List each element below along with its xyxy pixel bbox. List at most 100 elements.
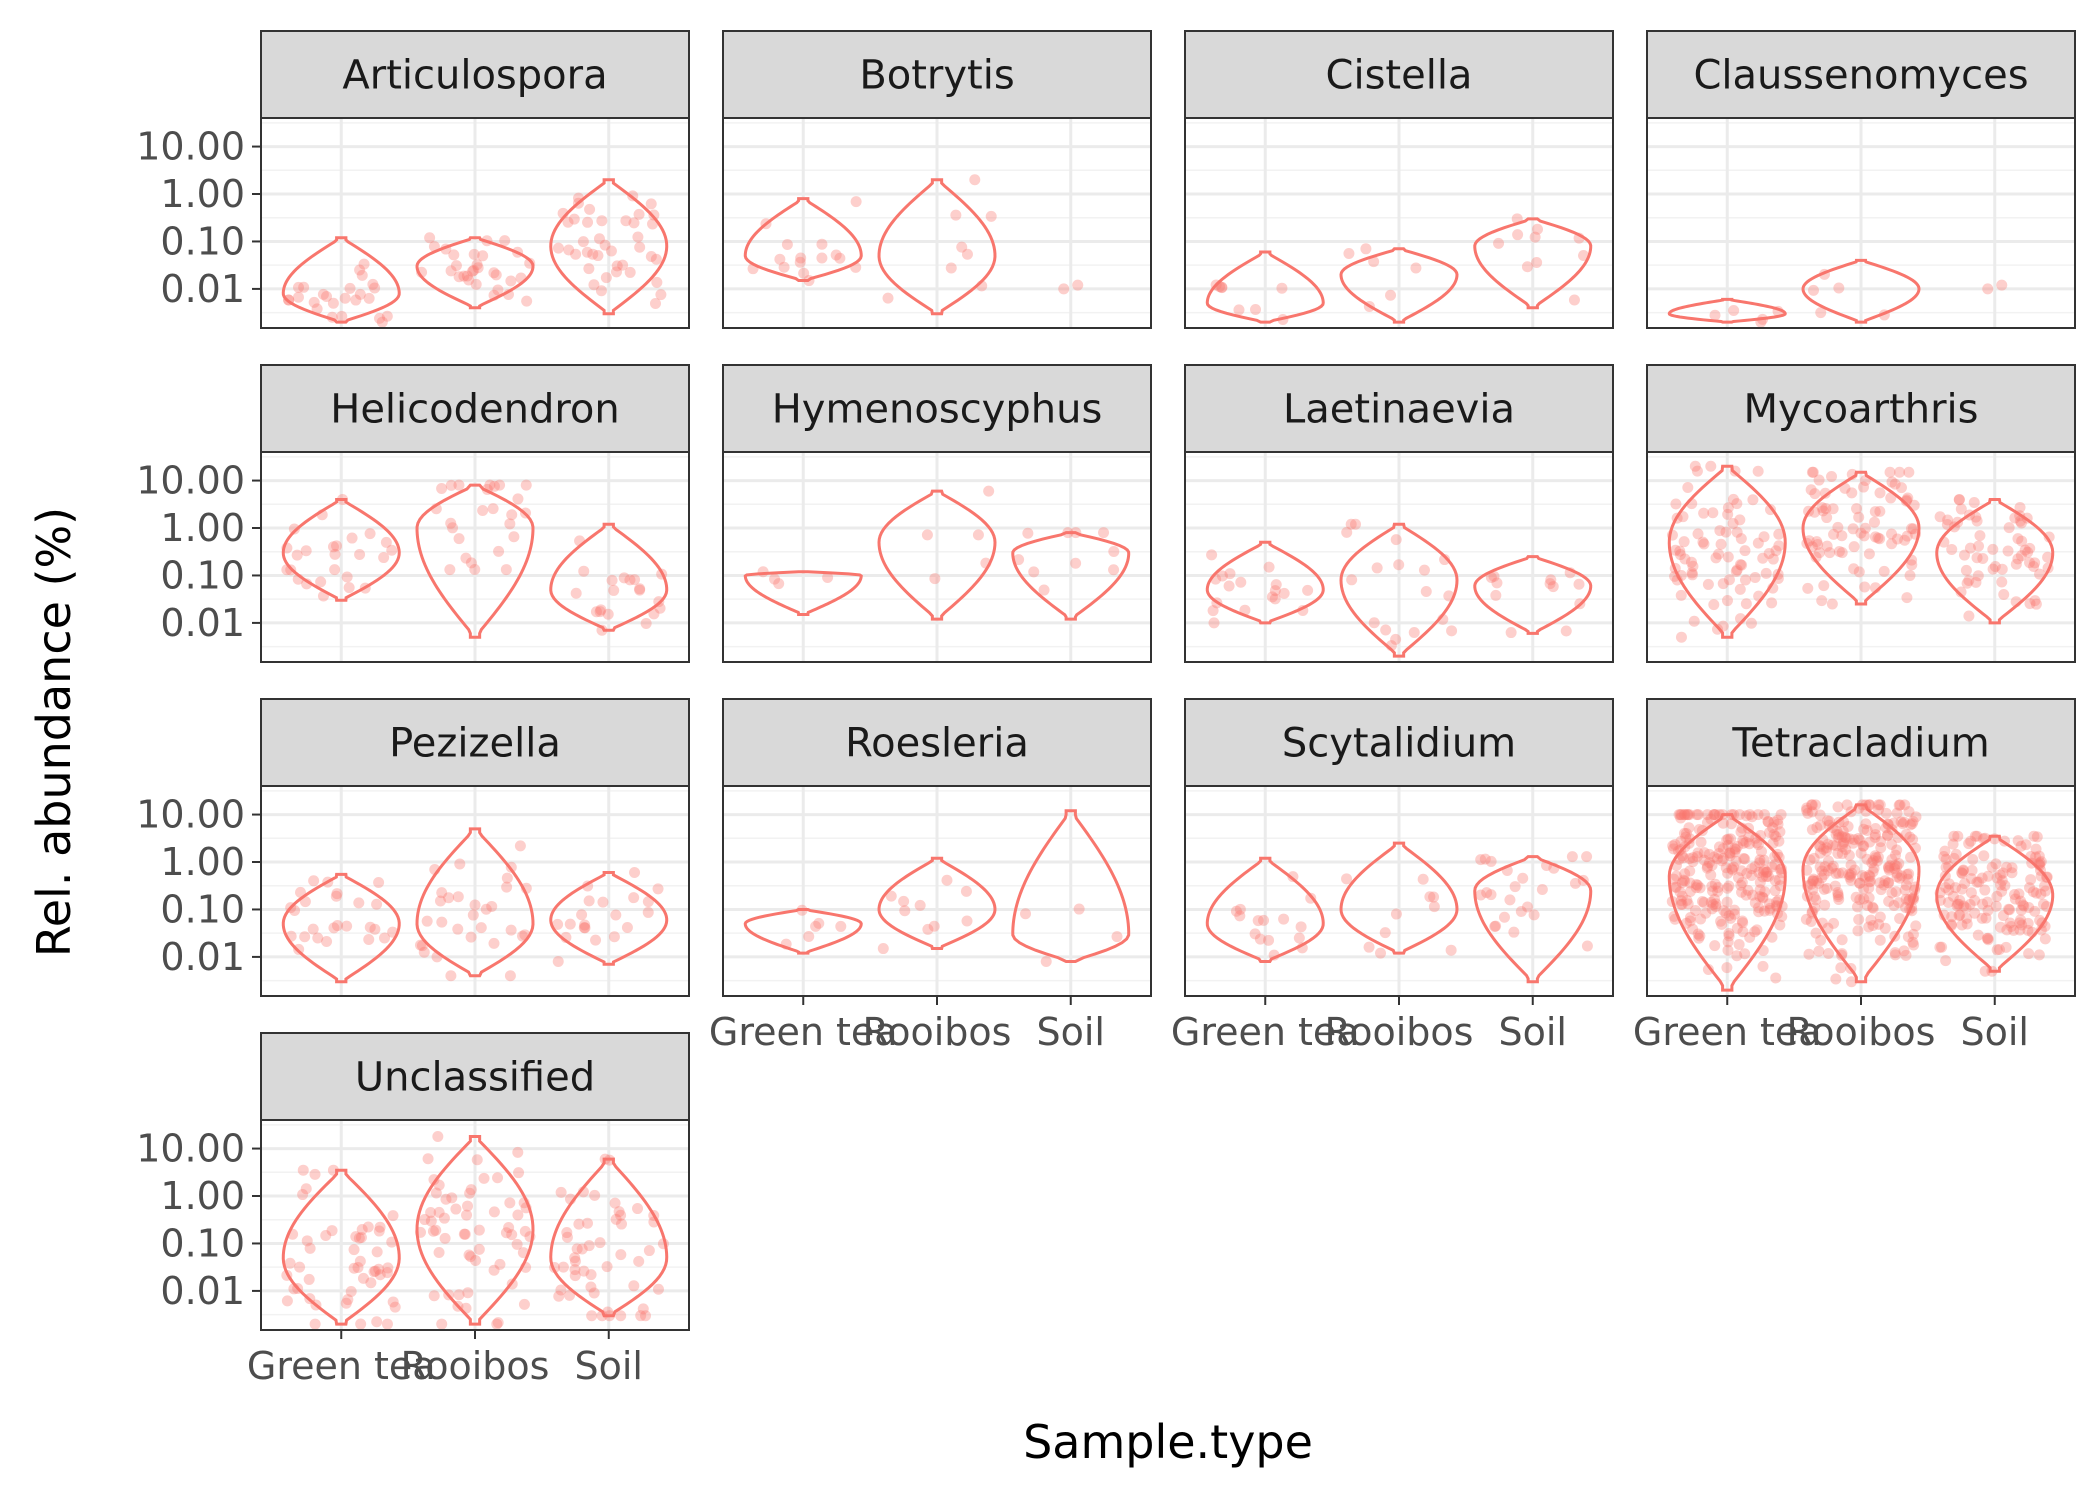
data-point: [1698, 507, 1710, 519]
data-point: [569, 1252, 581, 1264]
data-point: [1707, 899, 1719, 911]
data-point: [1957, 864, 1969, 876]
data-point: [571, 1243, 583, 1255]
data-point: [1420, 586, 1432, 598]
data-point: [2033, 949, 2045, 961]
data-point: [1906, 902, 1918, 914]
data-point: [2000, 941, 2012, 953]
data-point: [1950, 882, 1962, 894]
data-point: [649, 298, 661, 310]
data-point: [1446, 625, 1458, 637]
data-point: [602, 608, 614, 620]
x-tick-label: Green tea: [1633, 1010, 1822, 1054]
data-point: [564, 918, 576, 930]
data-point: [434, 895, 446, 907]
data-point: [1691, 809, 1703, 821]
data-point: [1210, 279, 1222, 291]
data-point: [1428, 891, 1440, 903]
data-point: [1953, 494, 1965, 506]
facet-strip: [1646, 364, 2076, 453]
data-point: [1692, 847, 1704, 859]
violin-shape: [1011, 531, 1131, 621]
data-point: [1830, 973, 1842, 985]
data-point: [2021, 512, 2033, 524]
data-point: [506, 1229, 518, 1241]
data-point: [1816, 595, 1828, 607]
data-point: [1840, 843, 1852, 855]
data-point: [1836, 831, 1848, 843]
data-point: [1907, 893, 1919, 905]
data-point: [2026, 857, 2038, 869]
data-point: [1707, 885, 1719, 897]
data-point: [1729, 908, 1741, 920]
data-point: [1684, 865, 1696, 877]
data-point: [1379, 927, 1391, 939]
data-point: [1817, 505, 1829, 517]
data-point: [1296, 942, 1308, 954]
data-point: [2009, 512, 2021, 524]
data-point: [1835, 962, 1847, 974]
data-point: [315, 576, 327, 588]
data-point: [609, 1197, 621, 1209]
data-point: [1385, 640, 1397, 652]
data-point: [1892, 831, 1904, 843]
data-point: [581, 246, 593, 258]
data-point: [1679, 868, 1691, 880]
data-point: [1981, 896, 1993, 908]
data-point: [601, 1261, 613, 1273]
data-point: [1875, 884, 1887, 896]
violin-shape: [877, 489, 997, 621]
data-point: [1906, 559, 1918, 571]
data-point: [1901, 494, 1913, 506]
data-point: [773, 578, 785, 590]
data-point: [1848, 834, 1860, 846]
data-point: [1730, 565, 1742, 577]
data-point: [1726, 809, 1738, 821]
data-point: [472, 262, 484, 274]
data-point: [1706, 880, 1718, 892]
data-point: [2043, 531, 2055, 543]
data-point: [570, 587, 582, 599]
data-point: [1869, 831, 1881, 843]
data-point: [615, 1209, 627, 1221]
data-point: [1861, 853, 1873, 865]
data-point: [1848, 541, 1860, 553]
panel-border: [722, 451, 1152, 663]
violin-group: [1339, 841, 1459, 959]
data-point: [1769, 850, 1781, 862]
data-point: [655, 289, 667, 301]
data-point: [1803, 948, 1815, 960]
data-point: [1906, 554, 1918, 566]
data-point: [1904, 831, 1916, 843]
data-point: [1681, 894, 1693, 906]
data-point: [1891, 860, 1903, 872]
data-point: [1996, 885, 2008, 897]
data-point: [624, 266, 636, 278]
data-point: [1816, 917, 1828, 929]
data-point: [1769, 875, 1781, 887]
data-point: [445, 479, 457, 491]
data-point: [595, 285, 607, 297]
y-tick-label: 1.00: [160, 172, 245, 216]
data-point: [1845, 963, 1857, 975]
data-point: [2035, 870, 2047, 882]
data-point: [1959, 877, 1971, 889]
data-point: [1770, 830, 1782, 842]
data-point: [914, 899, 926, 911]
facet-strip-label: Botrytis: [859, 53, 1014, 99]
data-point: [1363, 941, 1375, 953]
data-point: [2039, 920, 2051, 932]
data-point: [363, 292, 375, 304]
violin-group: [1339, 243, 1459, 324]
data-point: [1977, 833, 1989, 845]
data-point: [1674, 545, 1686, 557]
data-point: [1909, 842, 1921, 854]
data-point: [1343, 247, 1355, 259]
data-point: [578, 565, 590, 577]
data-point: [354, 288, 366, 300]
data-point: [295, 886, 307, 898]
data-point: [1757, 552, 1769, 564]
data-point: [1013, 554, 1025, 566]
data-point: [1869, 531, 1881, 543]
data-point: [1826, 598, 1838, 610]
